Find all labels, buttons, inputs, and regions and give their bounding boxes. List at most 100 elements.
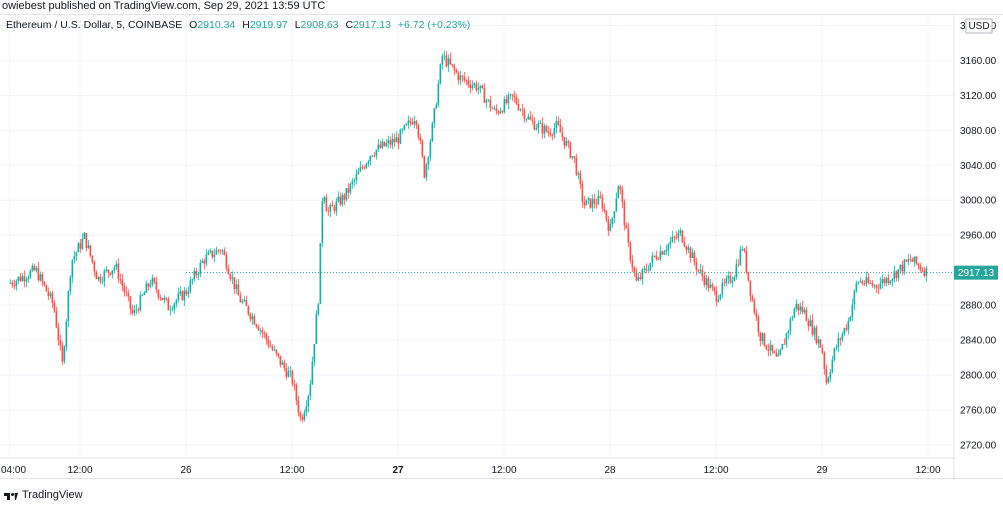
x-tick-label: 04:00 xyxy=(1,465,26,476)
candle xyxy=(131,304,134,316)
candle xyxy=(301,414,304,423)
candle xyxy=(277,352,280,359)
candle xyxy=(141,293,144,297)
candle xyxy=(881,274,884,289)
candle xyxy=(219,249,222,255)
candle xyxy=(215,246,218,255)
candle xyxy=(547,126,550,137)
candle xyxy=(87,240,90,250)
candle xyxy=(495,104,498,115)
candle xyxy=(825,364,828,385)
x-tick-label: 12:00 xyxy=(915,465,940,476)
candle xyxy=(663,249,666,255)
candle xyxy=(505,94,508,105)
candle xyxy=(815,325,818,345)
candle xyxy=(497,109,500,116)
candle xyxy=(447,54,450,73)
y-tick-label: 2880.00 xyxy=(960,301,997,312)
candle xyxy=(581,180,584,208)
candle xyxy=(287,366,290,378)
candle xyxy=(851,298,854,322)
candle xyxy=(159,294,162,302)
candle xyxy=(35,265,38,273)
candle xyxy=(75,251,78,261)
candle xyxy=(891,278,894,287)
candle xyxy=(415,119,418,129)
candle xyxy=(513,91,516,103)
candle xyxy=(405,123,408,126)
price-axis: 2720.002760.002800.002840.002880.002920.… xyxy=(960,21,997,451)
candle xyxy=(863,280,866,287)
candle xyxy=(685,245,688,255)
y-tick-label: 2840.00 xyxy=(960,336,997,347)
grid-lines xyxy=(0,15,954,458)
candle xyxy=(433,107,436,129)
candle xyxy=(409,117,412,127)
chart-frame[interactable]: 2720.002760.002800.002840.002880.002920.… xyxy=(0,14,1003,480)
candle xyxy=(239,291,242,303)
candle xyxy=(285,363,288,380)
candle xyxy=(365,162,368,170)
candle xyxy=(23,270,26,288)
candle xyxy=(45,284,48,292)
candle xyxy=(137,307,140,314)
candle xyxy=(389,136,392,149)
candle xyxy=(739,245,742,266)
candle xyxy=(853,289,856,311)
candle xyxy=(119,273,122,285)
candle xyxy=(259,328,262,336)
candle xyxy=(769,340,772,357)
candle xyxy=(323,195,326,205)
candle xyxy=(481,84,484,89)
candle xyxy=(313,344,316,367)
candle xyxy=(747,271,750,282)
candle xyxy=(889,280,892,285)
candle xyxy=(665,244,668,256)
y-tick-label: 3040.00 xyxy=(960,161,997,172)
candle xyxy=(831,355,834,374)
candle xyxy=(355,169,358,185)
candle xyxy=(467,76,470,88)
candle xyxy=(445,51,448,68)
currency-badge[interactable]: USD xyxy=(965,18,993,34)
candle xyxy=(11,280,14,288)
candle xyxy=(573,156,576,164)
price-chart[interactable]: 2720.002760.002800.002840.002880.002920.… xyxy=(0,15,1003,480)
x-tick-label: 12:00 xyxy=(703,465,728,476)
y-tick-label: 3080.00 xyxy=(960,126,997,137)
candle xyxy=(801,300,804,315)
candle xyxy=(621,186,624,209)
candle xyxy=(721,278,724,299)
footer: TradingView xyxy=(0,481,1003,515)
candle xyxy=(725,275,728,287)
candle xyxy=(785,332,788,348)
candle xyxy=(417,123,420,140)
candle xyxy=(599,191,602,199)
candle xyxy=(297,395,300,417)
candle xyxy=(419,133,422,145)
candle xyxy=(857,281,860,286)
candle xyxy=(841,331,844,342)
candle xyxy=(429,138,432,162)
candle xyxy=(203,258,206,270)
candle xyxy=(593,193,596,209)
candle xyxy=(15,279,18,291)
candle xyxy=(329,203,332,217)
y-tick-label: 3000.00 xyxy=(960,196,997,207)
tradingview-logo[interactable]: TradingView xyxy=(4,489,83,501)
candle xyxy=(353,177,356,187)
candle xyxy=(59,334,62,351)
candle xyxy=(449,52,452,66)
candle xyxy=(793,307,796,319)
candle xyxy=(915,255,918,265)
candle xyxy=(493,105,496,111)
candle xyxy=(79,238,82,253)
candle xyxy=(55,306,58,329)
candle xyxy=(397,133,400,150)
candle xyxy=(395,131,398,143)
candle xyxy=(305,400,308,417)
candle xyxy=(805,306,808,322)
candle xyxy=(789,316,792,336)
candle xyxy=(33,263,36,272)
candle xyxy=(489,95,492,112)
